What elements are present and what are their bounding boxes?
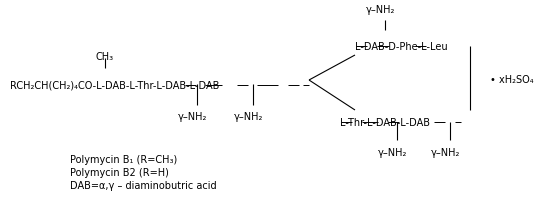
Text: γ–NH₂: γ–NH₂	[431, 148, 461, 158]
Text: CH₃: CH₃	[95, 52, 113, 62]
Text: • xH₂SO₄: • xH₂SO₄	[490, 75, 534, 85]
Text: γ–NH₂: γ–NH₂	[378, 148, 408, 158]
Text: γ–NH₂: γ–NH₂	[234, 112, 263, 122]
Text: L-Thr-L-DAB-L-DAB: L-Thr-L-DAB-L-DAB	[340, 118, 430, 128]
Text: γ–NH₂: γ–NH₂	[178, 112, 207, 122]
Text: DAB=α,γ – diaminobutric acid: DAB=α,γ – diaminobutric acid	[70, 181, 217, 191]
Text: γ–NH₂: γ–NH₂	[366, 5, 395, 15]
Text: L-DAB-D-Phe-L-Leu: L-DAB-D-Phe-L-Leu	[355, 42, 447, 52]
Text: RCH₂CH(CH₂)₄CO-L-DAB-L-Thr-L-DAB-L-DAB: RCH₂CH(CH₂)₄CO-L-DAB-L-Thr-L-DAB-L-DAB	[10, 80, 219, 90]
Text: Polymycin B2 (R=H): Polymycin B2 (R=H)	[70, 168, 169, 178]
Text: Polymycin B₁ (R=CH₃): Polymycin B₁ (R=CH₃)	[70, 155, 177, 165]
